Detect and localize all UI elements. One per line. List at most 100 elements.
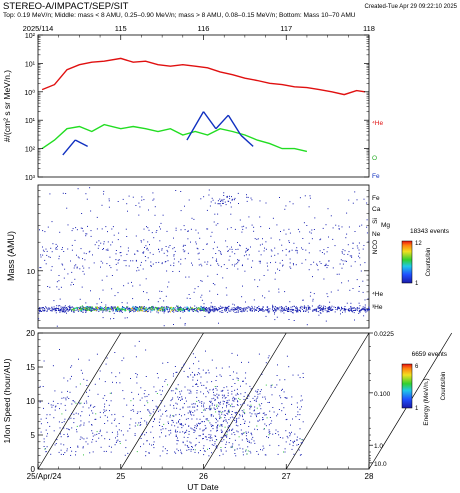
speed-event-dot: [223, 439, 225, 441]
mass-dense-dot: [189, 308, 191, 310]
mass-background-dot: [275, 272, 276, 274]
speed-event-dot: [112, 381, 113, 383]
speed-event-dot: [180, 424, 182, 426]
speed-event-dot: [175, 392, 176, 394]
mass-event-dot: [305, 310, 307, 312]
mass-event-dot: [80, 307, 81, 309]
bottom-date-label: 25: [116, 472, 125, 481]
mass-event-dot: [316, 310, 318, 312]
speed-event-dot: [72, 400, 74, 402]
mass-event-dot: [140, 240, 142, 242]
speed-event-dot: [205, 350, 206, 352]
speed-event-dot: [205, 428, 207, 430]
mass-event-dot: [67, 273, 69, 275]
speed-event-dot: [179, 393, 181, 395]
mass-event-dot: [148, 229, 150, 231]
mass-event-dot: [93, 308, 95, 310]
speed-event-dot: [216, 428, 218, 430]
mass-event-dot: [305, 306, 307, 308]
mass-dense-dot: [91, 306, 93, 308]
speed-event-dot: [243, 409, 245, 411]
mass-event-dot: [237, 311, 239, 313]
mass-background-dot: [135, 260, 137, 262]
mass-event-dot: [359, 311, 361, 313]
speed-event-dot: [67, 435, 69, 437]
mass-event-dot: [272, 306, 274, 308]
speed-event-dot: [170, 400, 172, 402]
mass-background-dot: [198, 252, 200, 254]
mass-event-dot: [94, 309, 96, 311]
speed-event-dot: [156, 406, 158, 408]
speed-event-dot: [226, 386, 228, 388]
mass-event-dot: [344, 250, 346, 252]
speed-event-dot: [302, 372, 304, 374]
mass-event-dot: [207, 275, 209, 277]
speed-event-dot: [63, 427, 65, 429]
speed-event-dot: [216, 419, 217, 421]
mass-event-dot: [260, 309, 262, 311]
mass-event-dot: [290, 308, 292, 310]
mass-background-dot: [103, 243, 105, 245]
speed-event-dot: [285, 419, 287, 421]
mass-event-dot: [98, 307, 100, 309]
mass-event-dot: [351, 307, 353, 309]
mass-event-dot: [241, 226, 243, 228]
speed-event-dot: [104, 410, 106, 412]
mass-dense-dot: [156, 309, 158, 311]
mass-event-dot: [249, 307, 251, 309]
speed-event-dot: [193, 363, 194, 365]
mass-event-dot: [122, 306, 123, 308]
mass-event-dot: [67, 248, 69, 250]
mass-dense-dot: [155, 306, 157, 309]
speed-event-dot: [203, 445, 205, 447]
speed-event-dot: [301, 442, 303, 444]
mass-background-dot: [269, 308, 271, 310]
mass-event-dot: [71, 230, 73, 232]
mass-event-dot: [115, 250, 117, 251]
speed-event-dot: [172, 375, 174, 377]
mass-event-dot: [224, 310, 226, 312]
speed-event-dot: [194, 427, 196, 429]
speed-event-dot: [66, 450, 68, 452]
mass-event-dot: [103, 241, 105, 243]
speed-event-dot: [51, 406, 53, 408]
mass-background-dot: [159, 297, 161, 299]
speed-event-dot: [225, 397, 227, 398]
speed-event-dot: [253, 440, 255, 442]
mass-event-dot: [320, 307, 322, 309]
speed-event-dot: [221, 432, 223, 433]
mass-event-dot: [292, 306, 294, 308]
mass-dense-dot: [177, 305, 179, 307]
speed-event-dot: [167, 362, 169, 363]
mass-event-dot: [214, 202, 216, 204]
mass-event-dot: [140, 261, 142, 263]
speed-event-dot: [213, 391, 214, 393]
speed-event-dot: [119, 442, 121, 444]
element-label: Ca: [372, 206, 381, 213]
mass-event-dot: [251, 305, 253, 307]
mass-background-dot: [160, 222, 162, 224]
mass-dense-dot: [115, 310, 117, 312]
speed-event-dot: [147, 409, 149, 410]
speed-event-dot: [185, 431, 187, 433]
fe-segment: [74, 139, 88, 147]
mass-dense-dot: [101, 306, 103, 309]
mass-event-dot: [129, 308, 130, 310]
mass-event-dot: [244, 309, 246, 311]
mass-event-dot: [84, 307, 86, 308]
speed-event-dot: [209, 406, 210, 408]
speed-event-dot: [229, 425, 231, 427]
mass-background-dot: [120, 255, 122, 257]
mass-event-dot: [303, 305, 305, 307]
speed-event-dot: [286, 435, 288, 437]
mass-event-dot: [111, 306, 113, 308]
speed-event-dot: [241, 439, 243, 441]
mass-event-dot: [353, 310, 354, 312]
speed-event-dot: [292, 441, 294, 443]
mass-event-dot: [306, 225, 308, 226]
speed-event-dot: [60, 433, 61, 435]
mass-event-dot: [246, 307, 247, 309]
mass-event-dot: [77, 256, 79, 258]
mass-event-dot: [212, 283, 214, 284]
speed-event-dot: [244, 402, 245, 404]
